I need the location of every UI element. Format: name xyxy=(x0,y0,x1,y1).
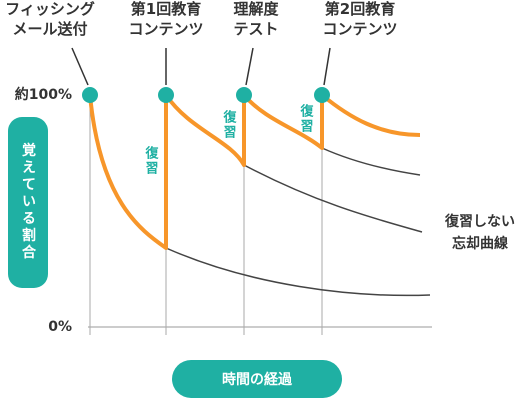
event-label: メール送付 xyxy=(12,20,87,38)
event-label: 理解度 xyxy=(233,0,279,18)
event-label: コンテンツ xyxy=(128,20,203,38)
curve-label: 復習しない xyxy=(444,213,515,230)
y-axis-label: 覚えている割合 xyxy=(20,142,36,262)
review-label: 復習 xyxy=(298,103,315,134)
event-label: コンテンツ xyxy=(322,20,397,38)
event-label: フィッシング xyxy=(5,0,95,18)
curve-label: 忘却曲線 xyxy=(452,235,508,252)
event-label: テスト xyxy=(233,20,278,38)
leader-lines xyxy=(71,47,331,86)
y-top-label: 約100% xyxy=(15,86,72,103)
event-label: 第2回教育 xyxy=(325,0,395,18)
y-axis-pill xyxy=(8,117,48,288)
event-dots xyxy=(82,87,330,103)
review-curve xyxy=(88,93,421,250)
event-label: 第1回教育 xyxy=(131,0,201,18)
x-axis-pill xyxy=(172,360,342,398)
forgetting-curves xyxy=(89,94,431,297)
review-label: 復習 xyxy=(221,109,238,140)
review-label: 復習 xyxy=(143,145,160,176)
x-axis-label: 時間の経過 xyxy=(222,371,293,388)
y-bottom-label: 0% xyxy=(48,319,72,335)
